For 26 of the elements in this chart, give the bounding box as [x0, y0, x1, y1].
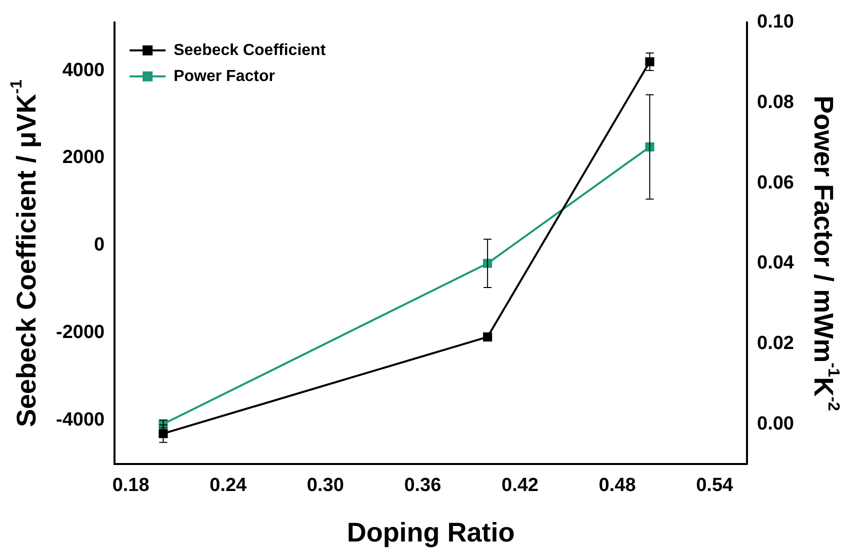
- y2-tick-label: 0.02: [757, 332, 794, 354]
- y2-tick-label: 0.00: [757, 413, 794, 434]
- x-tick-label: 0.18: [112, 474, 150, 496]
- y2-tick-label: 0.06: [757, 172, 794, 194]
- point: [483, 332, 492, 342]
- x-tick-label: 0.30: [306, 474, 344, 496]
- legend-label: Power Factor: [174, 68, 275, 85]
- point: [158, 429, 168, 438]
- x-tick-label: 0.24: [210, 474, 248, 496]
- y2-tick-label: 0.10: [757, 12, 794, 33]
- y-tick-label: 4000: [62, 60, 105, 81]
- x-tick-label: 0.48: [598, 474, 636, 496]
- legend-label: Seebeck Coefficient: [174, 42, 326, 59]
- y2-tick-label: 0.04: [757, 252, 794, 274]
- y-tick-label: 2000: [62, 147, 105, 168]
- x-tick-label: 0.36: [404, 474, 442, 496]
- y-tick-label: 0: [94, 234, 105, 256]
- y2-tick-label: 0.08: [757, 92, 794, 113]
- y-tick-label: -4000: [56, 410, 105, 431]
- y2-axis-title: Power Factor / mWm-1K-2: [808, 96, 842, 411]
- x-tick-label: 0.42: [502, 474, 538, 496]
- point: [645, 57, 654, 66]
- y-tick-label: -2000: [56, 322, 105, 344]
- x-tick-label: 0.54: [696, 474, 734, 496]
- y-axis-title: Seebeck Coefficient / μVK-1: [8, 80, 42, 428]
- x-axis-title: Doping Ratio: [346, 517, 515, 548]
